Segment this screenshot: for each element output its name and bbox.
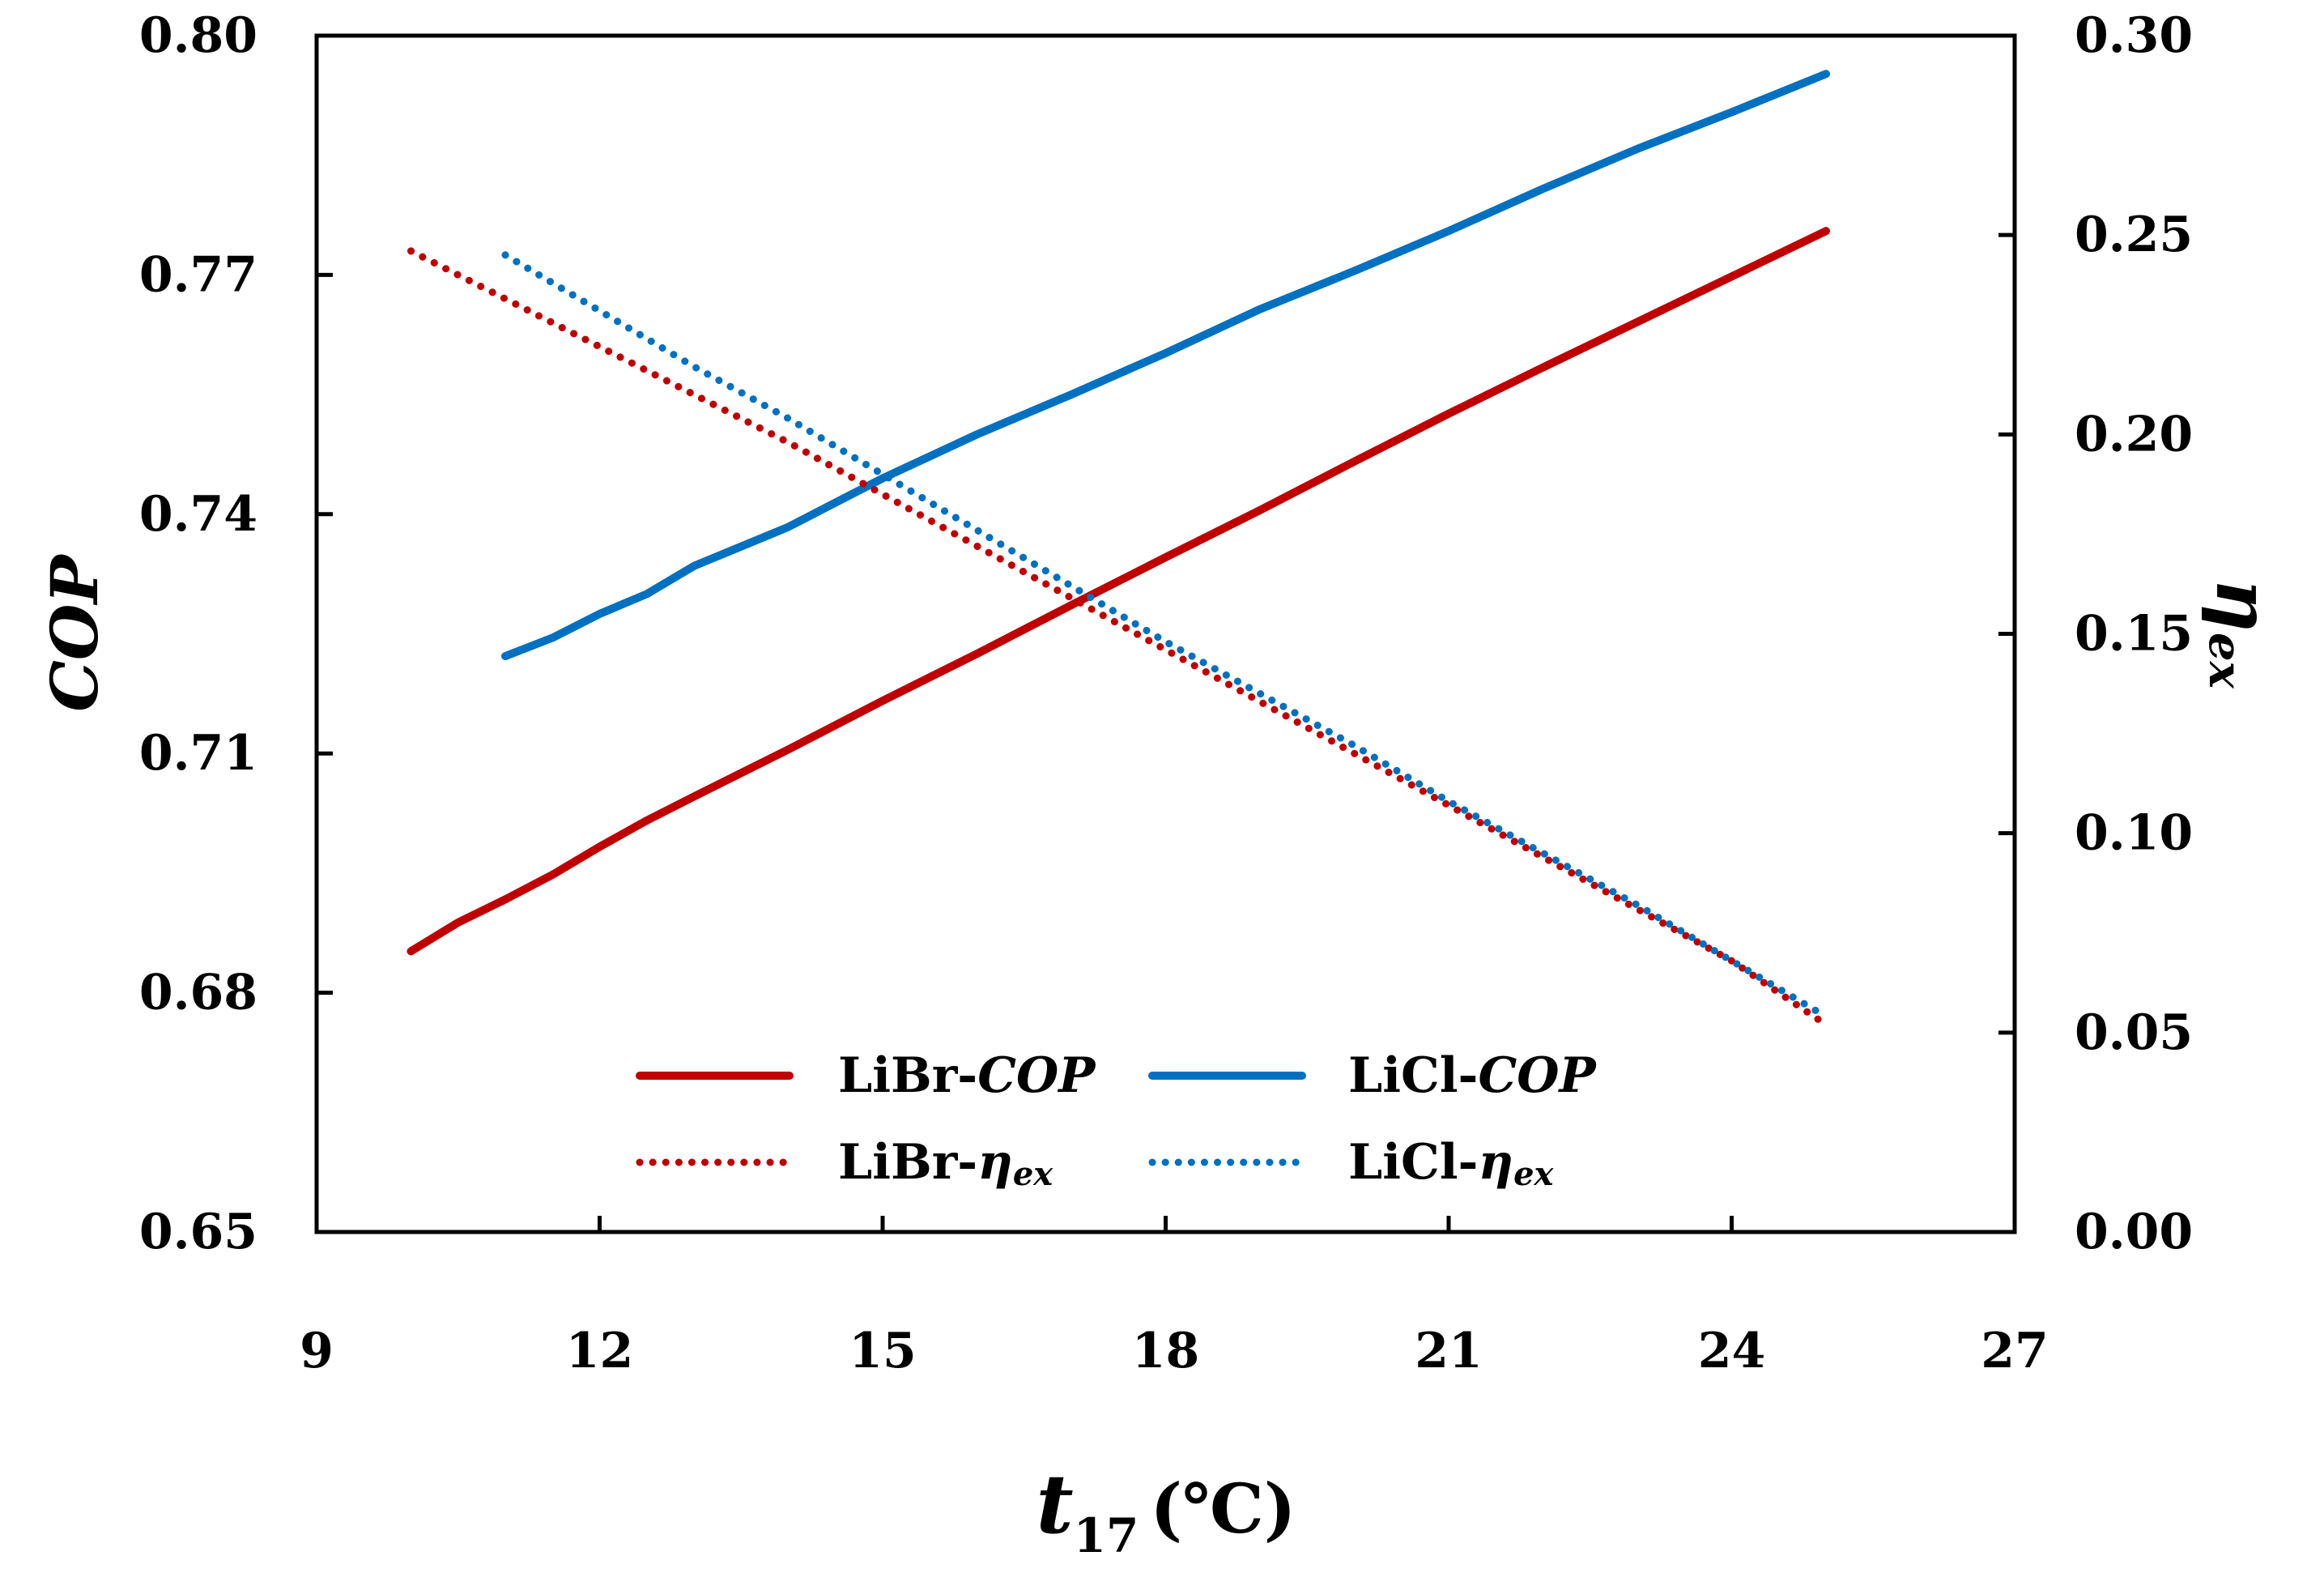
- y-left-tick-label: 0.65: [139, 1204, 258, 1260]
- x-tick-label: 12: [566, 1323, 634, 1379]
- series-line-libr-cop: [406, 227, 1830, 956]
- x-axis-title-sub: 17: [1074, 1508, 1139, 1563]
- y-right-tick-label: 0.20: [2075, 406, 2193, 463]
- y-right-tick-label: 0.30: [2075, 7, 2193, 64]
- y-left-tick-label: 0.77: [139, 246, 258, 303]
- x-axis-title-main: t: [1036, 1456, 1073, 1552]
- legend: LiBr-COP LiCl-COP LiBr-ηex LiCl-ηex: [636, 1047, 1597, 1193]
- axis-ticks: [317, 232, 2015, 1232]
- y-axis-left-title: COP: [36, 552, 113, 711]
- y-right-tick-label: 0.10: [2075, 805, 2193, 862]
- series-layer: [406, 70, 1830, 1029]
- x-tick-label: 15: [849, 1323, 917, 1379]
- tick-labels: 9 12 15 18 21 24 27 0.65 0.68 0.71 0.74 0.77 0.80 0.0…: [139, 7, 2193, 1379]
- x-tick-label: 21: [1415, 1323, 1483, 1379]
- y-left-tick-label: 0.74: [139, 486, 258, 543]
- series-line-libr-ex: [407, 247, 1830, 1029]
- y-left-tick-label: 0.71: [139, 725, 258, 782]
- y-axis-right-title-main: η: [2199, 578, 2287, 633]
- legend-label-licl-cop: LiCl-COP: [1348, 1047, 1597, 1104]
- legend-label-libr-cop: LiBr-COP: [838, 1047, 1096, 1104]
- y-right-tick-label: 0.05: [2075, 1004, 2193, 1061]
- x-tick-label: 24: [1698, 1323, 1766, 1379]
- x-tick-label: 18: [1132, 1323, 1200, 1379]
- y-left-tick-label: 0.80: [139, 7, 258, 64]
- x-tick-label: 27: [1981, 1323, 2049, 1379]
- series-line-licl-cop: [501, 70, 1830, 661]
- y-axis-right-title-sub: ex: [2198, 633, 2252, 689]
- y-right-tick-label: 0.25: [2075, 207, 2193, 263]
- y-right-tick-label: 0.00: [2075, 1204, 2193, 1260]
- plot-frame: [314, 33, 2017, 1234]
- x-axis-title: t17 (℃): [1036, 1456, 1296, 1563]
- y-left-tick-label: 0.68: [139, 965, 258, 1021]
- y-axis-right-title: ηex: [2198, 578, 2287, 689]
- x-tick-label: 9: [300, 1323, 334, 1379]
- legend-label-licl-ex: LiCl-ηex: [1348, 1134, 1555, 1193]
- legend-label-libr-ex: LiBr-ηex: [838, 1134, 1053, 1193]
- x-axis-title-unit: (℃): [1150, 1469, 1296, 1549]
- y-right-tick-label: 0.15: [2075, 606, 2193, 663]
